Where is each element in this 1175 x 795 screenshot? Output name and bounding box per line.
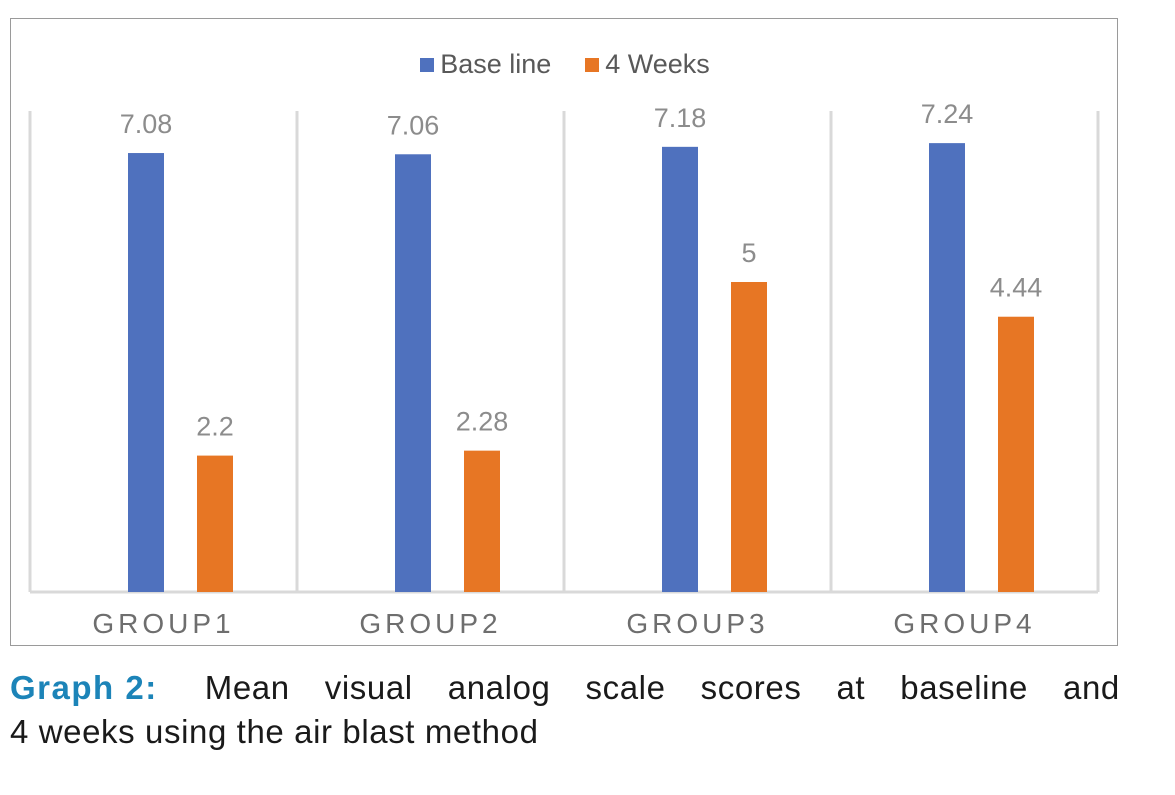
figure-caption: Graph 2: Mean visual analog scale scores at ba… bbox=[10, 666, 1120, 754]
x-tick-label: GROUP3 bbox=[626, 608, 768, 639]
legend-item: 4 Weeks bbox=[585, 49, 710, 80]
x-tick-label: GROUP2 bbox=[359, 608, 501, 639]
bar bbox=[464, 450, 500, 592]
bar bbox=[197, 455, 233, 592]
caption-word: and bbox=[1063, 669, 1120, 706]
legend-swatch bbox=[585, 57, 600, 72]
x-tick-label: GROUP4 bbox=[893, 608, 1035, 639]
caption-line-1: Graph 2: Mean visual analog scale scores at ba… bbox=[10, 666, 1120, 710]
data-label: 4.44 bbox=[990, 273, 1043, 303]
caption-label: Graph 2: bbox=[10, 669, 158, 706]
x-tick-label: GROUP1 bbox=[92, 608, 234, 639]
legend-swatch bbox=[420, 57, 435, 72]
caption-word: visual bbox=[324, 669, 413, 706]
caption-word: Mean bbox=[204, 669, 290, 706]
legend-label: 4 Weeks bbox=[605, 49, 710, 79]
bar bbox=[731, 282, 767, 592]
bar bbox=[128, 153, 164, 593]
caption-word: baseline bbox=[900, 669, 1028, 706]
data-label: 2.28 bbox=[456, 407, 509, 437]
data-label: 7.08 bbox=[120, 109, 173, 139]
data-label: 7.24 bbox=[921, 99, 974, 129]
bar bbox=[929, 143, 965, 592]
bar-chart: 7.08 2.2 GROUP1 7.06 2.28 GROUP2 7.18 5 GROUP3 7.… bbox=[28, 99, 1100, 639]
legend-label: Base line bbox=[440, 49, 552, 79]
data-label: 7.06 bbox=[387, 110, 440, 140]
chart-frame: Base line 4 Weeks 7.08 2.2 GROUP1 7.06 2.28 GR… bbox=[10, 18, 1118, 646]
caption-word: scale bbox=[585, 669, 666, 706]
caption-line-2: 4 weeks using the air blast method bbox=[10, 713, 539, 750]
bar bbox=[395, 154, 431, 592]
caption-word: scores bbox=[700, 669, 802, 706]
caption-word: at bbox=[836, 669, 866, 706]
bar bbox=[998, 316, 1034, 592]
legend-item: Base line bbox=[420, 49, 551, 80]
caption-word: analog bbox=[447, 669, 551, 706]
bar bbox=[662, 146, 698, 592]
chart-legend: Base line 4 Weeks bbox=[11, 49, 1119, 80]
data-label: 7.18 bbox=[654, 103, 707, 133]
data-label: 5 bbox=[741, 238, 756, 268]
data-label: 2.2 bbox=[196, 412, 234, 442]
